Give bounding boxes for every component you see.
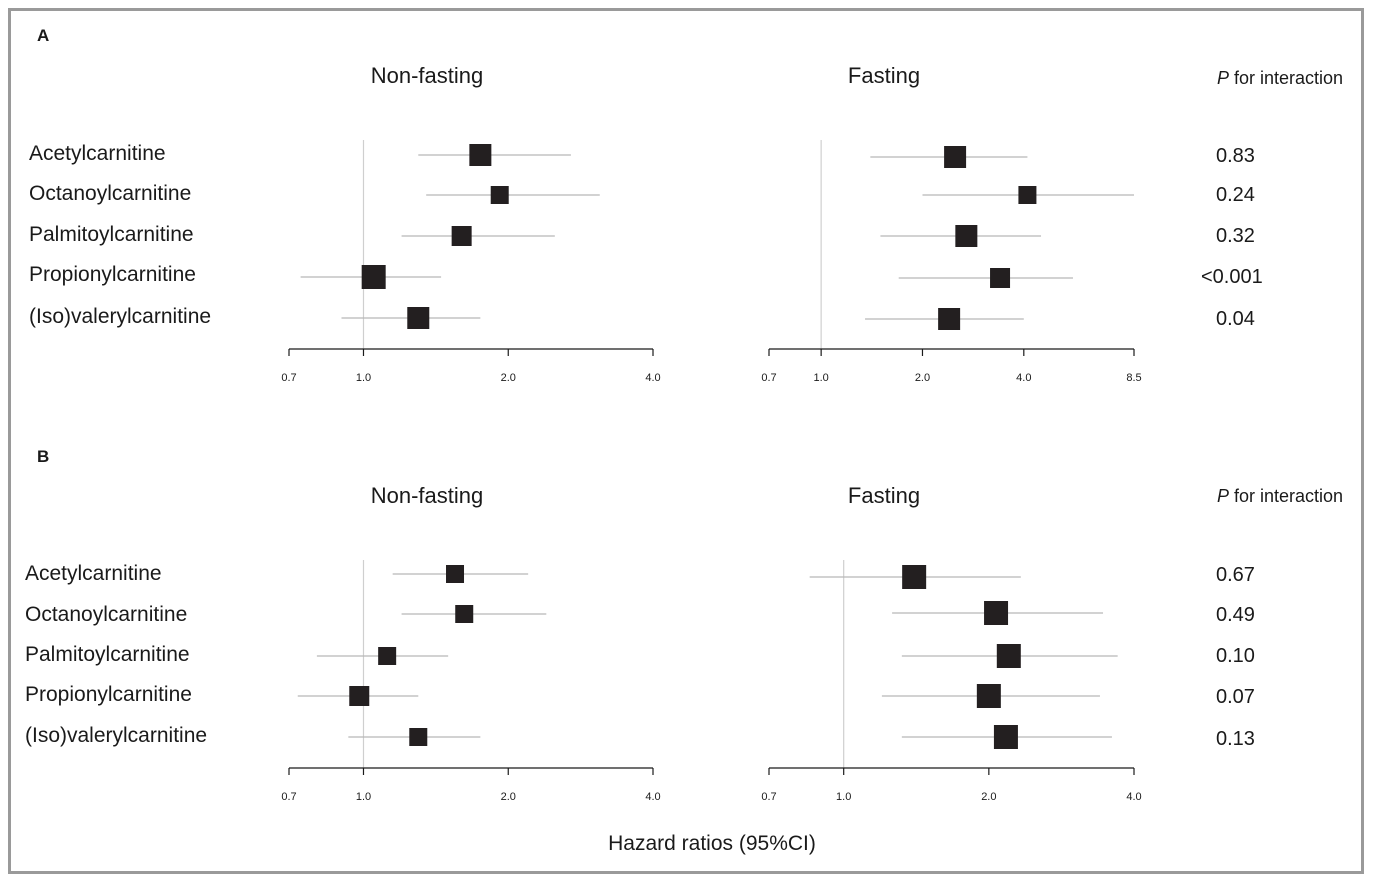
panel-b-p-header: P for interaction (1217, 486, 1343, 507)
panel-b-row-label: Octanoylcarnitine (25, 603, 188, 626)
hazard-ratio-marker (993, 725, 1018, 749)
x-tick-label: 4.0 (645, 791, 660, 803)
panel-a-p-value: 0.83 (1216, 145, 1255, 167)
p-italic: P (1217, 486, 1230, 506)
panel-a-row-label: Octanoylcarnitine (29, 182, 192, 205)
panel-a-p-value: <0.001 (1201, 266, 1263, 288)
hazard-ratio-marker (976, 684, 1001, 708)
hazard-ratio-marker (407, 307, 430, 329)
x-tick-label: 2.0 (981, 791, 996, 803)
panel-a-letter: A (37, 26, 50, 45)
panel-a-row-label: Palmitoylcarnitine (29, 223, 194, 246)
panel-b-p-value: 0.10 (1216, 645, 1255, 667)
p-header-text: for interaction (1229, 68, 1344, 88)
hazard-ratio-marker (469, 144, 492, 166)
hazard-ratio-marker (938, 308, 961, 330)
hazard-ratio-marker (446, 565, 465, 583)
hazard-ratio-marker (451, 226, 472, 246)
panel-b-row-label: Palmitoylcarnitine (25, 643, 190, 666)
panel-a-nonfasting-title: Non-fasting (370, 63, 484, 88)
panel-a-p-value: 0.04 (1216, 308, 1255, 330)
hazard-ratio-marker (984, 601, 1009, 625)
x-tick-label: 1.0 (356, 372, 371, 384)
hazard-ratio-marker (378, 647, 397, 665)
hazard-ratio-marker (349, 686, 370, 706)
panel-b-p-value: 0.13 (1216, 728, 1255, 750)
panel-a-p-value: 0.24 (1216, 184, 1255, 206)
hazard-ratio-marker (455, 605, 474, 623)
x-tick-label: 8.5 (1126, 372, 1141, 384)
x-axis-label: Hazard ratios (95%CI) (608, 832, 816, 855)
panel-a-row-label: (Iso)valerylcarnitine (29, 305, 212, 328)
hazard-ratio-marker (944, 146, 967, 168)
x-tick-label: 1.0 (356, 791, 371, 803)
panel-b-nonfasting-title: Non-fasting (370, 483, 484, 508)
hazard-ratio-marker (955, 225, 978, 247)
x-tick-label: 2.0 (501, 372, 516, 384)
panel-b-fasting-title: Fasting (847, 483, 921, 508)
x-tick-label: 1.0 (813, 372, 828, 384)
figure-frame (8, 8, 1364, 874)
x-tick-label: 4.0 (1016, 372, 1031, 384)
hazard-ratio-marker (902, 565, 927, 589)
hazard-ratio-marker (361, 265, 386, 289)
panel-a-row-label: Acetylcarnitine (29, 142, 166, 165)
panel-b-p-value: 0.49 (1216, 604, 1255, 626)
panel-b-p-value: 0.67 (1216, 564, 1255, 586)
x-tick-label: 0.7 (281, 791, 296, 803)
x-tick-label: 2.0 (501, 791, 516, 803)
panel-b-p-value: 0.07 (1216, 686, 1255, 708)
panel-b-row-label: Propionylcarnitine (25, 683, 192, 706)
x-tick-label: 4.0 (645, 372, 660, 384)
hazard-ratio-marker (990, 268, 1011, 288)
panel-a-fasting-title: Fasting (847, 63, 921, 88)
x-tick-label: 2.0 (915, 372, 930, 384)
panel-a-row-label: Propionylcarnitine (29, 263, 196, 286)
panel-b-row-label: Acetylcarnitine (25, 562, 162, 585)
panel-b-letter: B (37, 447, 50, 466)
hazard-ratio-marker (409, 728, 428, 746)
p-header-text: for interaction (1229, 486, 1344, 506)
panel-a-p-header: P for interaction (1217, 68, 1343, 89)
x-tick-label: 0.7 (761, 791, 776, 803)
hazard-ratio-marker (490, 186, 509, 204)
panel-b-row-label: (Iso)valerylcarnitine (25, 724, 208, 747)
p-italic: P (1217, 68, 1230, 88)
x-tick-label: 0.7 (761, 372, 776, 384)
panel-a-p-value: 0.32 (1216, 225, 1255, 247)
hazard-ratio-marker (1018, 186, 1037, 204)
x-tick-label: 4.0 (1126, 791, 1141, 803)
x-tick-label: 0.7 (281, 372, 296, 384)
x-tick-label: 1.0 (836, 791, 851, 803)
hazard-ratio-marker (996, 644, 1021, 668)
